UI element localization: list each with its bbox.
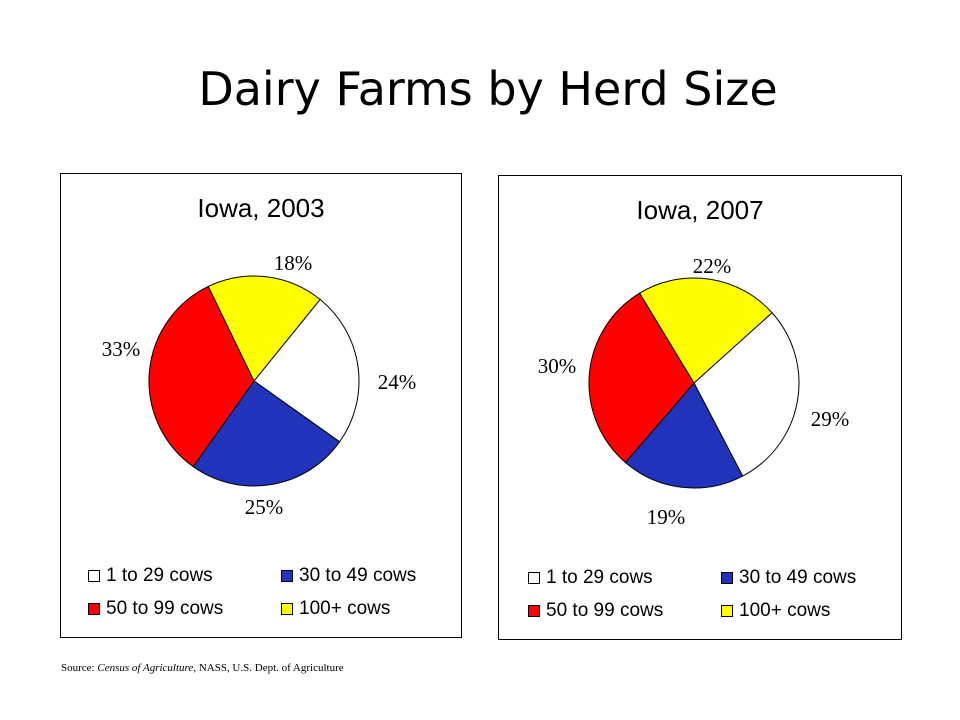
legend-label: 50 to 99 cows	[546, 600, 664, 621]
legend-swatch	[281, 570, 293, 582]
chart-title-2003: Iowa, 2003	[197, 193, 324, 223]
data-label-1-29-cows: 29%	[811, 407, 850, 431]
legend-label: 1 to 29 cows	[546, 567, 653, 588]
legend-swatch	[721, 605, 733, 617]
source-title: Census of Agriculture	[97, 662, 194, 674]
slice-100plus-cows	[638, 277, 773, 384]
slice-50-99-cows	[588, 292, 695, 464]
source-suffix: , NASS, U.S. Dept. of Agriculture	[193, 662, 344, 674]
source-prefix: Source:	[61, 662, 98, 674]
legend-item-100plus-2003: 100+ cows	[281, 598, 390, 620]
legend-label: 1 to 29 cows	[106, 565, 213, 586]
legend-item-1-29-2007: 1 to 29 cows	[528, 567, 653, 589]
pie-chart-2007: Iowa, 2007 29% 19% 30% 22% 1 to 29 cows 30 …	[498, 175, 902, 640]
legend-swatch	[88, 603, 100, 615]
pie-labels-2007: 29% 19% 30% 22%	[538, 254, 850, 529]
legend-swatch	[721, 572, 733, 584]
data-label-50-99-cows: 33%	[102, 337, 141, 361]
pie-chart-2003: Iowa, 2003 24% 25% 33% 18% 1 to 29 cows 30 …	[60, 173, 462, 638]
data-label-100plus-cows: 22%	[693, 254, 732, 278]
source-note: Source: Census of Agriculture, NASS, U.S…	[61, 662, 344, 674]
data-label-30-49-cows: 19%	[647, 505, 686, 529]
data-label-30-49-cows: 25%	[245, 495, 284, 519]
legend-item-50-99-2007: 50 to 99 cows	[528, 600, 663, 622]
legend-label: 30 to 49 cows	[739, 567, 857, 588]
slice-30-49-cows	[624, 382, 744, 489]
legend-swatch	[281, 603, 293, 615]
legend-item-1-29-2003: 1 to 29 cows	[88, 565, 213, 587]
data-label-50-99-cows: 30%	[538, 354, 577, 378]
pie-slices-2003	[148, 275, 360, 487]
slice-30-49-cows	[192, 380, 341, 487]
slice-100plus-cows	[207, 275, 321, 382]
data-label-100plus-cows: 18%	[274, 251, 313, 275]
slice-50-99-cows	[148, 285, 255, 468]
slice-1-29-cows	[253, 298, 360, 443]
chart-title-2007: Iowa, 2007	[636, 195, 763, 225]
slice-1-29-cows	[693, 312, 800, 477]
legend-item-30-49-2003: 30 to 49 cows	[281, 565, 416, 587]
pie-svg-2007: Iowa, 2007 29% 19% 30% 22%	[538, 195, 850, 529]
legend-swatch	[528, 572, 540, 584]
pie-labels-2003: 24% 25% 33% 18%	[102, 251, 417, 519]
legend-item-100plus-2007: 100+ cows	[721, 600, 830, 622]
legend-label: 50 to 99 cows	[106, 598, 224, 619]
legend-item-50-99-2003: 50 to 99 cows	[88, 598, 223, 620]
pie-slices-2007	[588, 277, 800, 489]
legend-swatch	[88, 570, 100, 582]
pie-svg-2003: Iowa, 2003 24% 25% 33% 18%	[102, 193, 417, 519]
legend-swatch	[528, 605, 540, 617]
legend-label: 30 to 49 cows	[299, 565, 417, 586]
legend-label: 100+ cows	[739, 600, 831, 621]
legend-label: 100+ cows	[299, 598, 391, 619]
data-label-1-29-cows: 24%	[378, 370, 417, 394]
legend-item-30-49-2007: 30 to 49 cows	[721, 567, 856, 589]
slide-title: Dairy Farms by Herd Size	[198, 62, 778, 116]
